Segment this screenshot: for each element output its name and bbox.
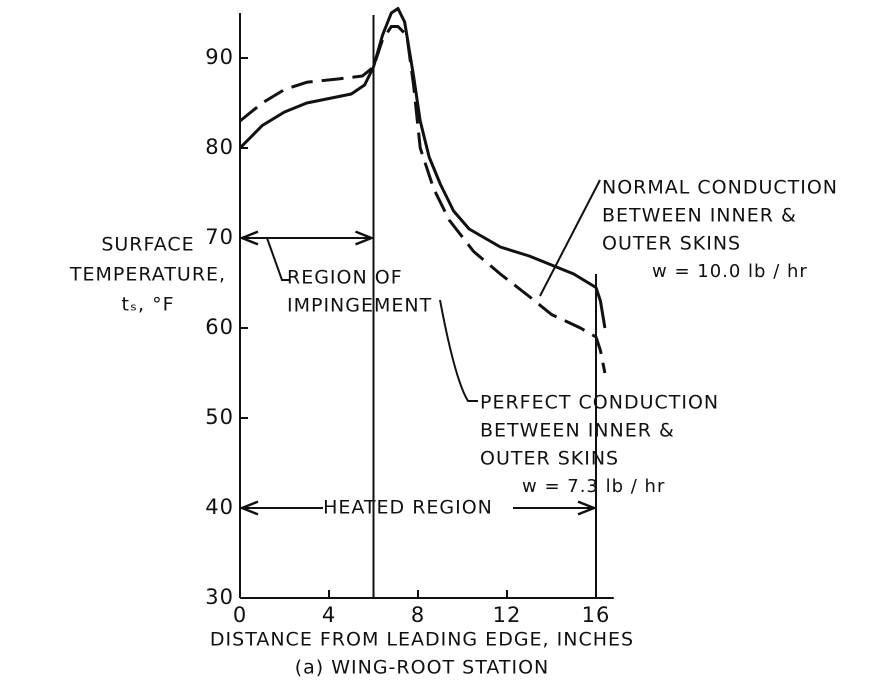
y-axis-label: TEMPERATURE, [69,264,226,286]
annotation: NORMAL CONDUCTION [602,177,838,199]
region-label: HEATED REGION [323,497,493,519]
annotation: PERFECT CONDUCTION [480,392,719,414]
annotation: OUTER SKINS [480,448,619,470]
line-series [239,25,607,374]
leader-line [439,299,478,402]
annotation: w = 7.3 lb / hr [522,476,665,497]
y-tick-label: 80 [205,135,234,159]
subtitle: (a) WING-ROOT STATION [295,657,550,679]
x-tick-label: 4 [322,603,336,627]
annotation: w = 10.0 lb / hr [652,261,808,282]
y-tick-label: 90 [205,45,234,69]
y-axis-label: SURFACE [101,234,194,256]
y-axis-label: tₛ, °F [121,294,174,316]
leader-line [266,237,290,281]
annotation: BETWEEN INNER & [602,205,797,227]
y-tick-label: 70 [205,225,234,249]
y-tick-label: 50 [205,405,234,429]
y-tick-label: 30 [205,585,234,609]
region-label: IMPINGEMENT [287,295,432,317]
x-tick-label: 16 [582,603,611,627]
line-series [238,7,607,329]
x-axis-label: DISTANCE FROM LEADING EDGE, INCHES [210,629,634,651]
x-tick-label: 8 [411,603,425,627]
leader-line [539,179,601,297]
annotation: OUTER SKINS [602,233,741,255]
region-label: REGION OF [287,267,403,289]
y-tick-label: 40 [205,495,234,519]
annotation: BETWEEN INNER & [480,420,675,442]
y-tick-label: 60 [205,315,234,339]
x-tick-label: 0 [233,603,247,627]
x-tick-label: 12 [493,603,522,627]
